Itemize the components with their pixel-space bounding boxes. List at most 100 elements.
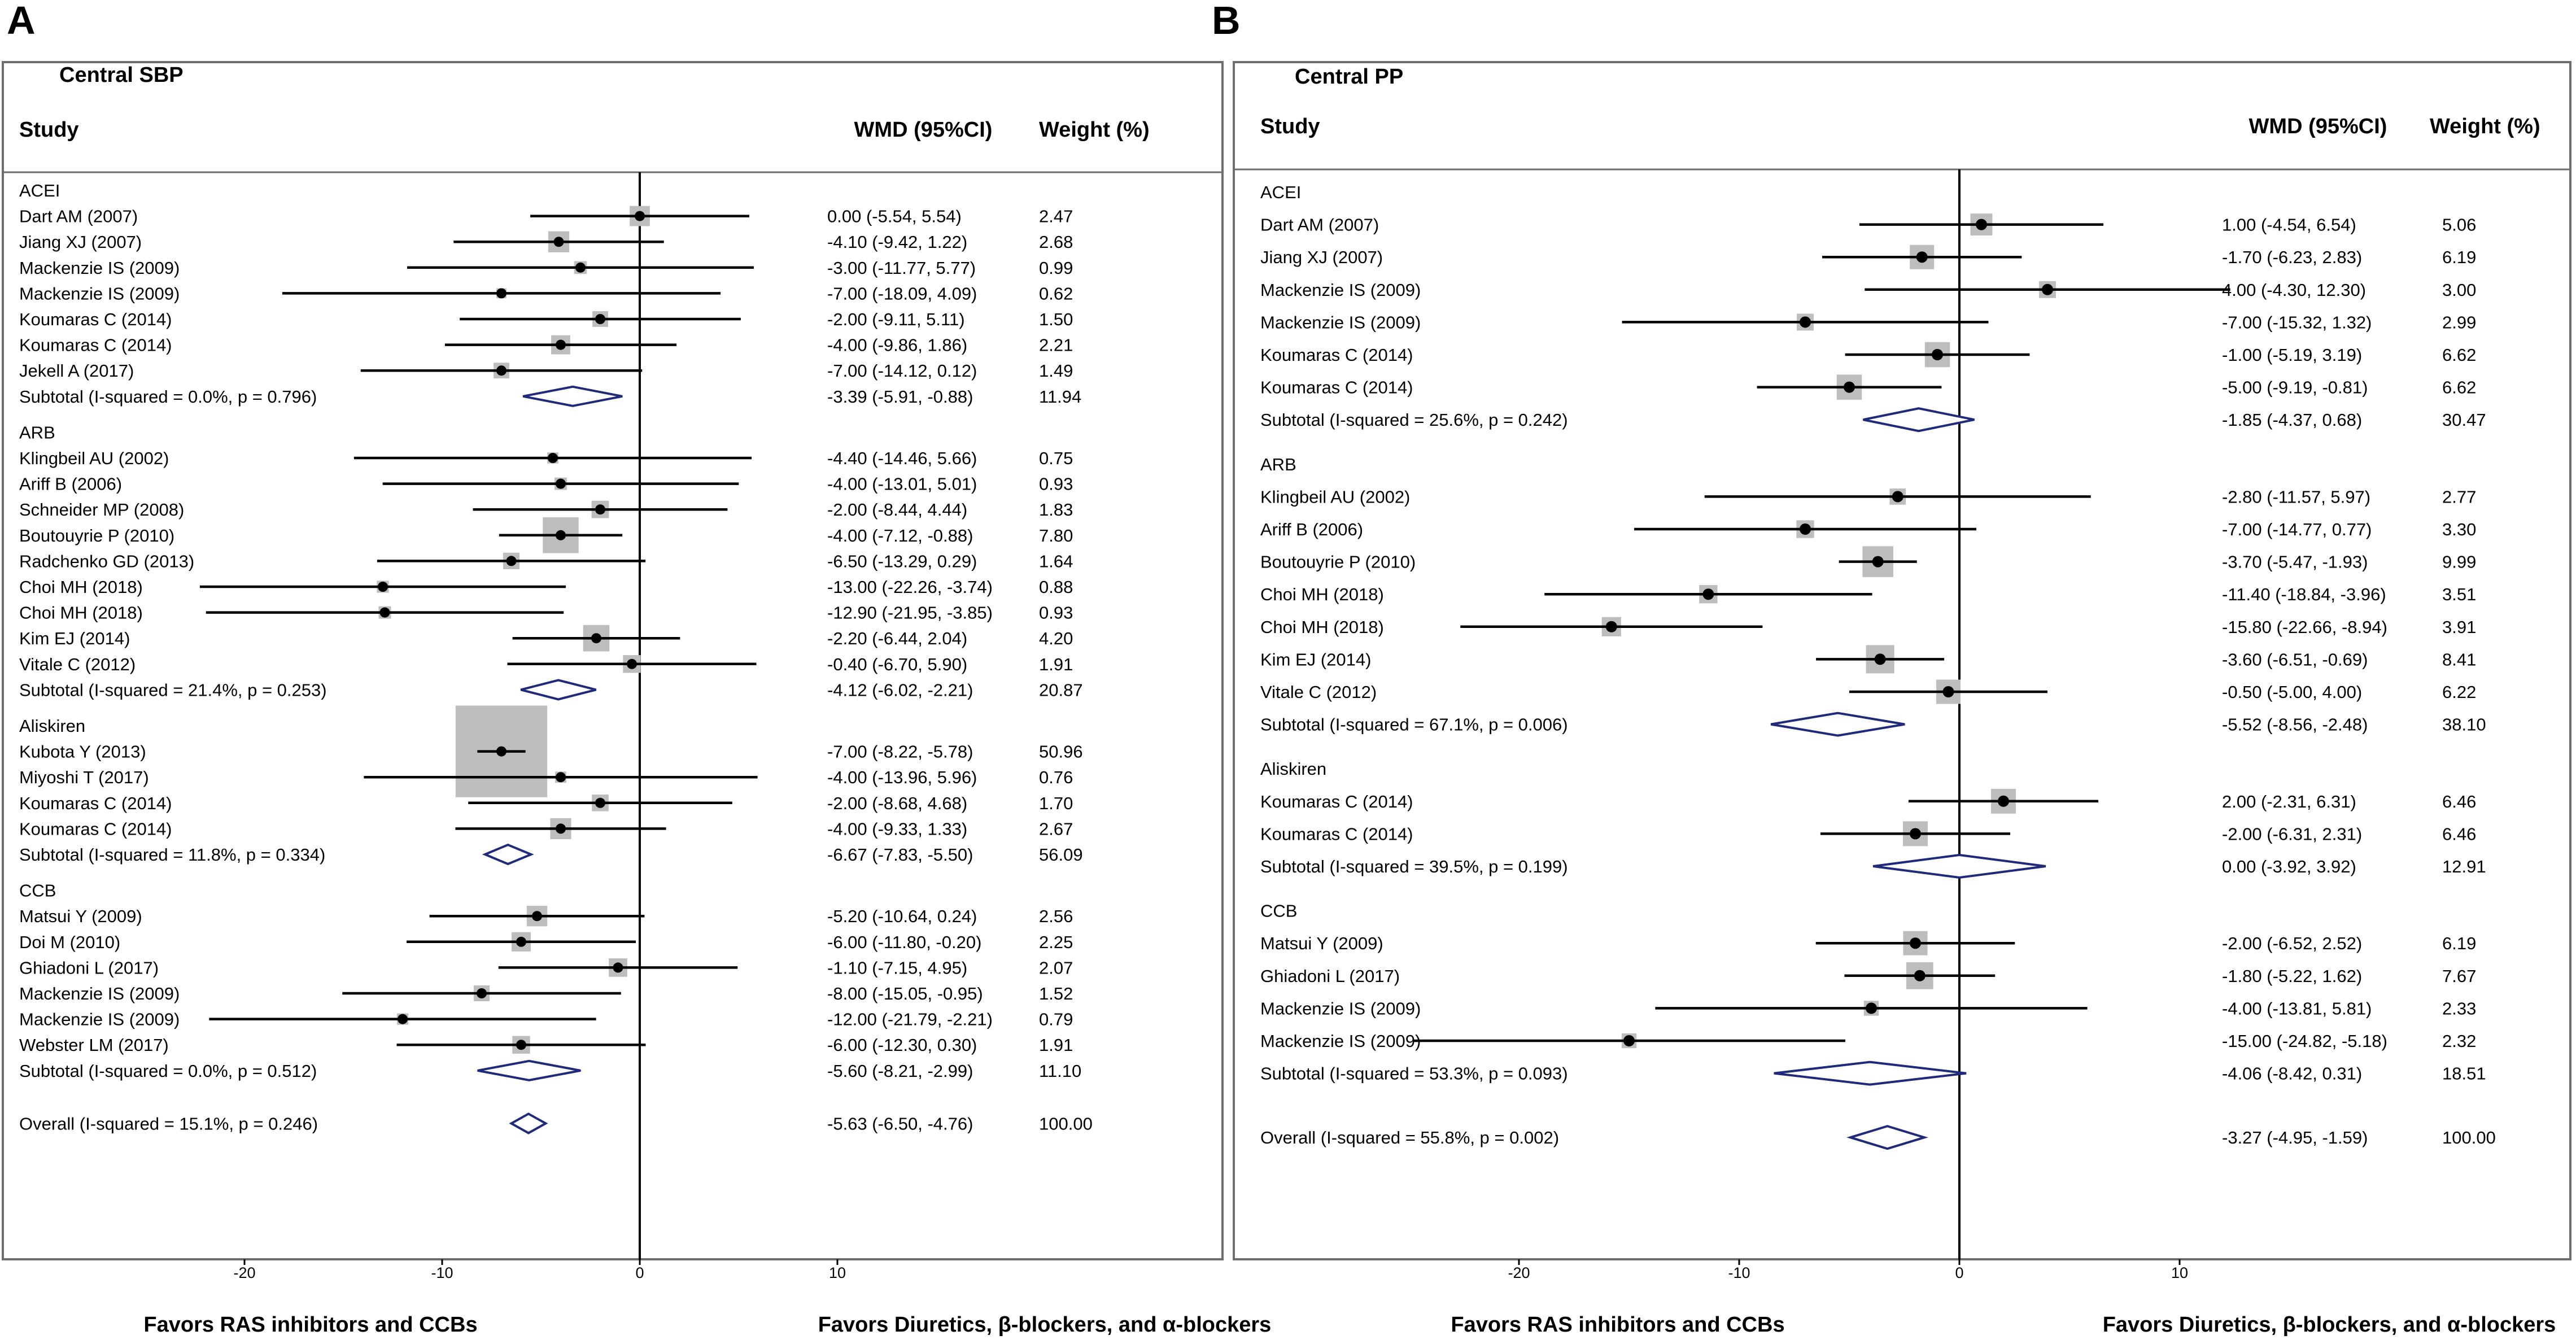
estimate-ci-text: -15.80 (-22.66, -8.94) [2222,617,2387,637]
point-estimate [556,339,566,350]
estimate-ci-text: -7.00 (-14.12, 0.12) [827,361,977,381]
weight-value: 2.21 [1039,335,1073,355]
point-estimate [595,314,605,324]
estimate-ci-text: -1.70 (-6.23, 2.83) [2222,247,2362,267]
point-estimate [1932,349,1943,360]
column-header-weight: Weight (%) [1039,118,1150,142]
study-label: Matsui Y (2009) [1260,933,1383,953]
estimate-ci-text: -0.40 (-6.70, 5.90) [827,654,967,674]
weight-value: 1.91 [1039,1035,1073,1055]
weight-value: 0.75 [1039,448,1073,468]
subtotal-weight: 18.51 [2442,1064,2486,1084]
study-label: Miyoshi T (2017) [19,767,149,787]
subtotal-ci-text: -4.12 (-6.02, -2.21) [827,680,973,700]
study-label: Jekell A (2017) [19,361,134,381]
study-label: Boutouyrie P (2010) [1260,552,1416,572]
estimate-ci-text: -0.50 (-5.00, 4.00) [2222,682,2362,702]
subtotal-weight: 56.09 [1039,845,1083,865]
weight-value: 0.93 [1039,474,1073,494]
estimate-ci-text: -2.20 (-6.44, 2.04) [827,629,967,648]
estimate-ci-text: -2.00 (-8.68, 4.68) [827,793,967,813]
point-estimate [379,607,390,618]
point-estimate [1702,588,1714,600]
study-label: Koumaras C (2014) [1260,378,1413,398]
forest-panel-b: B Central PP Study WMD (95%CI) Weight (%) -20… [1212,0,2571,1337]
overall-ci-text: -5.63 (-6.50, -4.76) [827,1114,973,1133]
overall-diamond [1846,1125,1928,1150]
point-estimate [1892,491,1903,503]
weight-value: 6.62 [2442,345,2476,365]
point-estimate [595,797,605,808]
weight-value: 1.50 [1039,309,1073,329]
weight-value: 6.46 [2442,792,2476,811]
column-header-estimate: WMD (95%CI) [854,118,993,142]
study-label: Jiang XJ (2007) [1260,247,1383,267]
estimate-ci-text: -5.20 (-10.64, 0.24) [827,906,977,926]
study-label: Vitale C (2012) [19,654,136,674]
point-estimate [613,962,623,973]
study-label: Koumaras C (2014) [19,335,172,355]
point-estimate [627,658,637,669]
point-estimate [548,453,558,463]
point-estimate [516,936,526,947]
point-estimate [506,556,517,566]
overall-label: Overall (I-squared = 15.1%, p = 0.246) [19,1114,318,1133]
study-label: Mackenzie IS (2009) [19,984,180,1003]
estimate-ci-text: -2.00 (-6.52, 2.52) [2222,933,2362,953]
weight-value: 2.67 [1039,819,1073,839]
point-estimate [1800,316,1811,328]
estimate-ci-text: -4.00 (-13.01, 5.01) [827,474,977,494]
column-header-study: Study [1260,115,1320,138]
point-estimate [556,823,566,834]
group-label: ARB [19,422,55,442]
study-label: Choi MH (2018) [1260,617,1384,637]
group-label: Aliskiren [1260,759,1326,779]
point-estimate [556,772,566,783]
weight-value: 0.93 [1039,603,1073,623]
subtotal-weight: 20.87 [1039,680,1083,700]
point-estimate [575,262,586,273]
point-estimate [591,633,601,644]
subtotal-ci-text: -1.85 (-4.37, 0.68) [2222,410,2362,430]
estimate-ci-text: 2.00 (-2.31, 6.31) [2222,792,2356,811]
weight-value: 2.77 [2442,487,2476,507]
weight-value: 0.76 [1039,767,1073,787]
study-label: Dart AM (2007) [19,207,138,226]
forest-panel-a: A Central SBP Study WMD (95%CI) Weight (%) -2… [2,0,1271,1337]
study-label: Kubota Y (2013) [19,742,146,762]
study-label: Mackenzie IS (2009) [19,1010,180,1029]
estimate-ci-text: -4.00 (-13.96, 5.96) [827,767,977,787]
subtotal-label: Subtotal (I-squared = 0.0%, p = 0.796) [19,387,317,407]
subtotal-weight: 11.94 [1039,387,1081,407]
study-label: Mackenzie IS (2009) [1260,312,1421,332]
estimate-ci-text: -2.80 (-11.57, 5.97) [2222,487,2370,507]
weight-value: 2.07 [1039,958,1073,978]
point-estimate [595,504,605,515]
estimate-ci-text: -4.00 (-9.33, 1.33) [827,819,967,839]
group-label: CCB [19,881,56,901]
group-label: ACEI [19,181,60,200]
estimate-ci-text: -3.60 (-6.51, -0.69) [2222,649,2368,669]
point-estimate [1874,653,1886,665]
study-label: Mackenzie IS (2009) [1260,1031,1421,1051]
study-label: Radchenko GD (2013) [19,551,194,571]
weight-value: 7.67 [2442,966,2476,986]
estimate-ci-text: -4.00 (-13.81, 5.81) [2222,998,2372,1018]
study-label: Kim EJ (2014) [1260,649,1371,669]
study-label: Klingbeil AU (2002) [19,448,169,468]
study-label: Mackenzie IS (2009) [19,283,180,303]
study-label: Schneider MP (2008) [19,500,184,520]
estimate-ci-text: -13.00 (-22.26, -3.74) [827,577,993,597]
estimate-ci-text: -2.00 (-8.44, 4.44) [827,500,967,520]
estimate-ci-text: -1.80 (-5.22, 1.62) [2222,966,2362,986]
overall-diamond [509,1112,548,1134]
weight-value: 0.62 [1039,283,1073,303]
point-estimate [1872,556,1884,568]
overall-label: Overall (I-squared = 55.8%, p = 0.002) [1260,1128,1559,1147]
subtotal-diamond [522,385,623,407]
point-estimate [496,365,507,376]
x-tick-label: -10 [1728,1264,1750,1281]
point-estimate [556,530,566,540]
panel-letter: A [7,0,36,42]
estimate-ci-text: -12.00 (-21.79, -2.21) [827,1010,993,1029]
